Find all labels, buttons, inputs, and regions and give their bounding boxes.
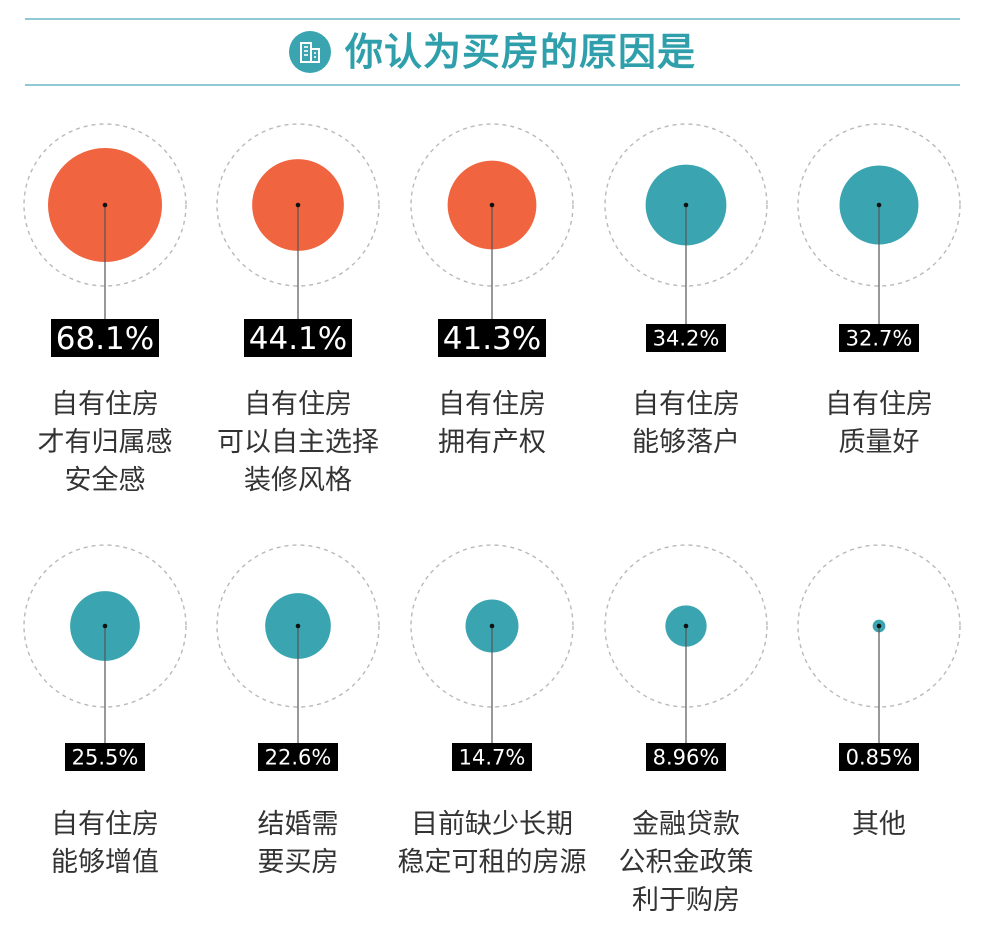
value-label-4: 34.2%: [653, 327, 720, 351]
value-label-2: 44.1%: [249, 321, 347, 357]
category-label-6: 自有住房 能够增值: [10, 806, 200, 882]
value-label-1: 68.1%: [56, 321, 154, 357]
value-label-9: 8.96%: [653, 746, 720, 770]
category-label-3: 自有住房 拥有产权: [397, 386, 587, 462]
category-label-4: 自有住房 能够落户: [591, 386, 781, 462]
category-label-7: 结婚需 要买房: [203, 806, 393, 882]
bubble-center-dot-6: [103, 624, 108, 629]
value-label-8: 14.7%: [459, 746, 526, 770]
category-label-5: 自有住房 质量好: [784, 386, 974, 462]
value-label-5: 32.7%: [846, 327, 913, 351]
value-label-7: 22.6%: [265, 746, 332, 770]
bubble-center-dot-2: [296, 203, 301, 208]
value-label-10: 0.85%: [846, 746, 913, 770]
bubble-center-dot-1: [103, 203, 108, 208]
bubble-center-dot-4: [684, 203, 689, 208]
bubble-center-dot-9: [684, 624, 689, 629]
bubble-center-dot-3: [490, 203, 495, 208]
category-label-1: 自有住房 才有归属感 安全感: [10, 386, 200, 500]
category-label-9: 金融贷款 公积金政策 利于购房: [591, 806, 781, 920]
value-label-6: 25.5%: [72, 746, 139, 770]
bubble-center-dot-5: [877, 203, 882, 208]
value-label-3: 41.3%: [443, 321, 541, 357]
category-label-10: 其他: [784, 806, 974, 844]
category-label-8: 目前缺少长期 稳定可租的房源: [397, 806, 587, 882]
bubble-center-dot-10: [877, 624, 882, 629]
bubble-center-dot-7: [296, 624, 301, 629]
category-label-2: 自有住房 可以自主选择 装修风格: [203, 386, 393, 500]
bubble-center-dot-8: [490, 624, 495, 629]
